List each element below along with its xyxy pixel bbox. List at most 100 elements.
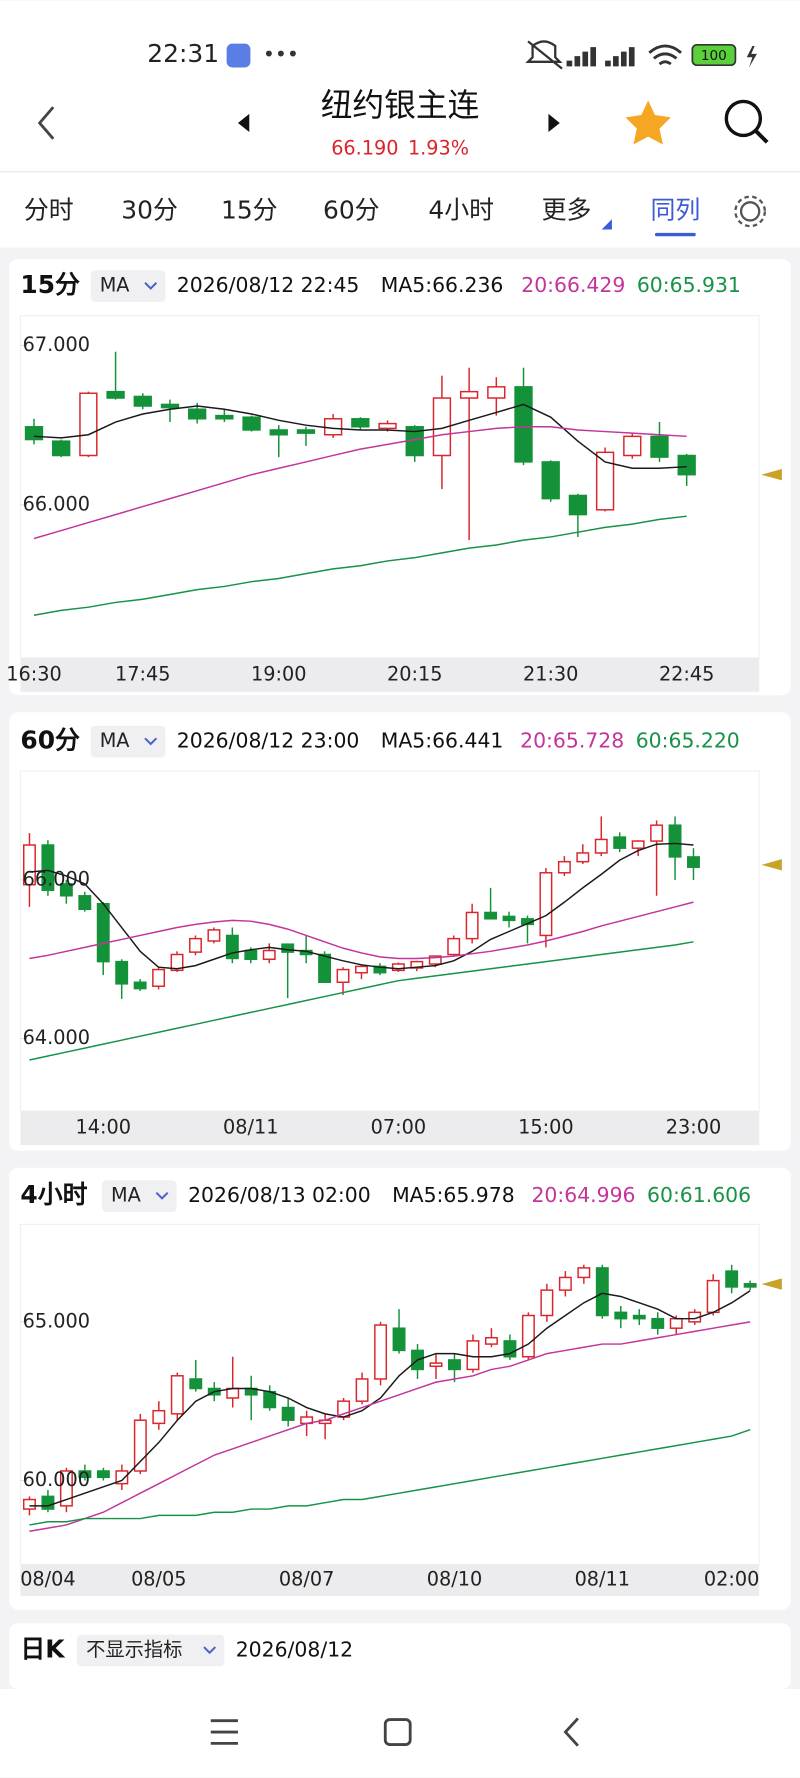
x-tick-label: 08/10 [427,1568,482,1591]
ma-label: 20:65.728 [520,729,624,753]
candle-body [160,403,180,409]
candle-body [170,1375,184,1415]
indicator-selector[interactable] [90,725,166,758]
plot-area [19,770,760,1112]
candle-body [540,1289,554,1317]
candle-body [170,953,184,972]
tab[interactable]: 更多 [542,195,592,224]
y-tick-label: 60.000 [23,1468,90,1491]
ma-label: 60:61.606 [647,1183,751,1207]
ma-line [33,515,687,616]
candle-body [650,435,669,458]
candle-body [650,824,664,842]
period-label: 4小时 [20,1180,87,1209]
ma-label: MA5:66.441 [381,729,504,753]
favorite-star[interactable] [625,100,671,145]
datetime: 2026/08/12 22:45 [177,273,360,297]
candle-body [448,1359,461,1371]
candle-body [743,1283,757,1288]
candle-body [391,963,405,972]
period-label: 60分 [20,726,80,755]
price-change: 1.93% [408,137,469,160]
dropdown-chevron [144,737,158,746]
candle-body [392,1327,406,1352]
candle-body [244,949,258,960]
y-tick-label: 67.000 [23,333,90,356]
candle-body [281,1406,295,1421]
app-icon [226,43,251,68]
candle-body [296,429,316,434]
datetime: 2026/08/13 02:00 [188,1183,371,1207]
x-axis-band [20,1111,760,1146]
indicator-label: 不显示指标 [86,1638,182,1661]
settings-gear [734,195,767,228]
candle-body [677,454,696,476]
period-label: 日K [20,1634,66,1663]
ma-label: 20:64.996 [531,1183,635,1207]
candle-body [41,844,55,891]
candle-body [410,960,424,969]
signal-icon [566,47,635,67]
last-price-marker [761,859,782,871]
tab[interactable]: 4小时 [428,195,494,224]
back-button[interactable] [37,106,55,140]
candle-body [242,416,261,431]
x-tick-label: 22:45 [659,662,714,685]
dropdown-chevron [144,282,158,290]
x-tick-label: 07:00 [371,1116,426,1139]
candle-body [447,937,461,956]
candle-body [133,1419,147,1472]
candle-body [79,392,98,457]
candle-body [651,1317,665,1329]
last-price: 66.190 [331,137,398,160]
ma-line [33,403,687,470]
candle-body [59,883,73,897]
y-tick-label: 64.000 [23,1026,90,1049]
candle-body [429,1362,443,1368]
tab[interactable]: 同列 [650,195,700,224]
x-tick-label: 14:00 [75,1116,130,1139]
candle-body [215,414,234,420]
candle-body [24,426,44,441]
x-tick-label: 15:00 [518,1116,573,1139]
tab[interactable]: 60分 [323,195,380,224]
settings-button[interactable] [739,201,761,222]
tab[interactable]: 30分 [121,195,178,224]
x-tick-label: 08/07 [279,1568,334,1591]
candle-body [725,1270,739,1288]
indicator-selector[interactable] [101,1180,177,1212]
nav-home[interactable] [383,1718,412,1746]
tab[interactable]: 分时 [24,195,74,224]
nav-menu[interactable] [210,1719,238,1745]
candle-body [613,836,627,849]
candle-body [503,1340,517,1358]
candle-body [78,1470,92,1479]
candle-body [432,397,452,457]
candle-body [706,1279,720,1314]
prev-contract[interactable] [237,113,250,133]
candle-body [484,1336,498,1345]
candle-body [323,418,343,436]
indicator-selector[interactable] [90,270,166,303]
x-tick-label: 23:00 [666,1116,721,1139]
candle-body [632,1314,646,1320]
candle-body [96,902,110,963]
candle-body [59,1470,73,1507]
candle-body [22,1498,36,1510]
next-contract[interactable] [548,113,560,133]
candle-body [568,494,588,516]
ma-label: 60:65.931 [637,273,741,297]
nav-back[interactable] [563,1717,579,1747]
wifi-icon [648,44,682,66]
candle-body [355,965,368,974]
candle-body [262,949,276,960]
tab[interactable]: 15分 [221,195,278,224]
search-button[interactable] [724,99,763,138]
last-price-marker [761,469,782,481]
x-tick-label: 20:15 [387,662,442,685]
indicator-selector[interactable] [77,1634,225,1667]
x-axis-band [20,1564,760,1597]
last-price-marker [761,1278,782,1290]
ma-label: MA5:65.978 [392,1183,515,1207]
candle-body [595,1267,609,1317]
